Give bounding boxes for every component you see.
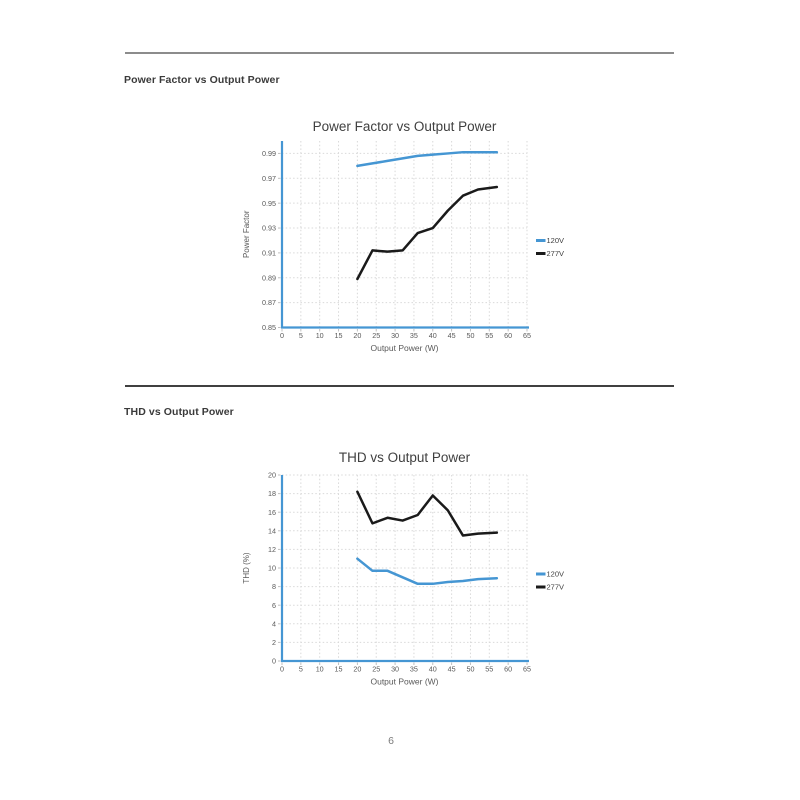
x-tick-label: 20 [353,331,361,340]
y-tick-label: 0 [272,657,276,666]
legend-label-120v: 120V [547,236,565,245]
x-axis-title: Output Power (W) [370,677,438,687]
section-heading-power-factor: Power Factor vs Output Power [124,74,280,86]
y-tick-label: 6 [272,601,276,610]
x-tick-label: 20 [353,665,361,674]
x-axis-title: Output Power (W) [370,343,438,353]
x-tick-label: 15 [335,665,343,674]
page-number: 6 [388,735,394,747]
legend-label-277v: 277V [547,249,565,258]
x-tick-label: 10 [316,665,324,674]
y-tick-label: 0.89 [262,273,276,282]
x-tick-label: 15 [335,331,343,340]
middle-divider-rule [125,385,674,387]
legend-label-277v: 277V [547,583,565,592]
x-tick-label: 25 [372,331,380,340]
series-line-120v [356,150,499,168]
x-tick-label: 10 [316,331,324,340]
series-line-120v [356,557,499,586]
x-tick-label: 60 [504,331,512,340]
y-tick-label: 0.85 [262,323,276,332]
x-tick-label: 25 [372,665,380,674]
x-tick-label: 5 [299,665,303,674]
top-divider-rule [125,52,674,54]
x-tick-label: 30 [391,665,399,674]
y-tick-label: 12 [268,545,276,554]
y-tick-label: 0.87 [262,298,276,307]
x-tick-label: 50 [466,665,474,674]
y-tick-label: 16 [268,508,276,517]
y-tick-label: 10 [268,564,276,573]
thd-chart: 0 5 10 15 20 25 30 35 40 45 50 55 60 65 0 2 4 6 8 10 12 14 16 1… [242,450,565,687]
series-line-277v [356,490,499,537]
y-axis-title: Power Factor [242,210,251,258]
x-tick-label: 45 [448,331,456,340]
x-tick-label: 5 [299,331,303,340]
x-tick-label: 55 [485,665,493,674]
x-tick-label: 45 [448,665,456,674]
x-tick-label: 65 [523,331,531,340]
y-tick-label: 0.99 [262,149,276,158]
y-tick-label: 0.91 [262,249,276,258]
y-tick-label: 0.97 [262,174,276,183]
y-tick-label: 20 [268,471,276,480]
x-tick-label: 30 [391,331,399,340]
x-tick-label: 35 [410,665,418,674]
section-heading-thd: THD vs Output Power [124,406,234,418]
y-tick-label: 2 [272,638,276,647]
x-tick-label: 40 [429,331,437,340]
x-tick-label: 60 [504,665,512,674]
x-tick-label: 0 [280,331,284,340]
x-tick-label: 35 [410,331,418,340]
x-tick-label: 0 [280,665,284,674]
chart-title: Power Factor vs Output Power [313,119,497,134]
y-tick-label: 0.93 [262,224,276,233]
y-tick-label: 14 [268,526,276,535]
x-tick-label: 40 [429,665,437,674]
x-tick-label: 55 [485,331,493,340]
legend-label-120v: 120V [547,570,565,579]
y-tick-label: 4 [272,619,276,628]
x-tick-label: 65 [523,665,531,674]
x-tick-label: 50 [466,331,474,340]
series-line-277v [356,185,499,281]
chart-title: THD vs Output Power [339,450,471,465]
y-tick-label: 0.95 [262,199,276,208]
y-axis-title: THD (%) [242,552,251,583]
y-tick-label: 8 [272,582,276,591]
power-factor-chart: 0 5 10 15 20 25 30 35 40 45 50 55 60 65 0.85 0.87 0.89 0.… [242,119,565,353]
y-tick-label: 18 [268,489,276,498]
